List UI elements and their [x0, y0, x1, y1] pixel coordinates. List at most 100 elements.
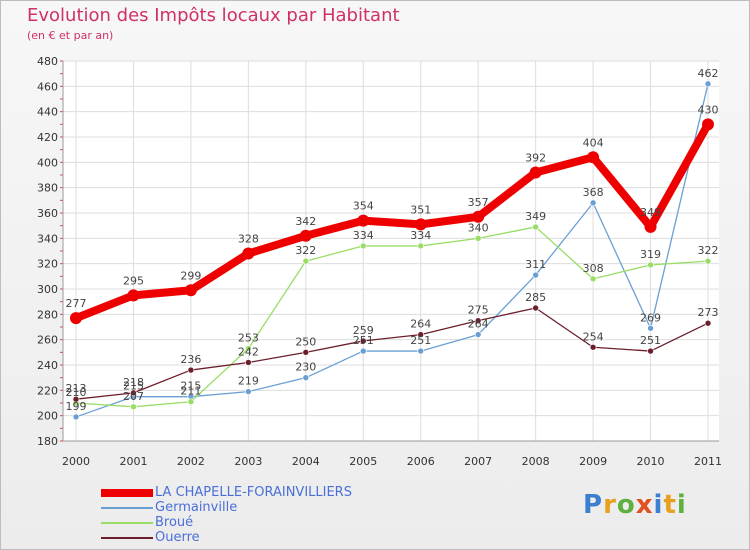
chart-subtitle: (en € et par an) [27, 29, 114, 42]
legend-label: LA CHAPELLE-FORAINVILLIERS [155, 485, 352, 500]
data-point [472, 210, 485, 223]
data-label: 211 [180, 385, 201, 398]
x-tick-label: 2005 [349, 455, 377, 468]
x-tick-label: 2008 [522, 455, 550, 468]
data-point [704, 257, 712, 265]
data-point [647, 324, 654, 332]
data-label: 342 [295, 215, 316, 228]
data-label: 357 [468, 196, 489, 209]
data-point [245, 388, 252, 395]
data-label: 295 [123, 274, 144, 287]
data-point [532, 223, 539, 231]
plot-area [63, 61, 719, 441]
data-point [474, 317, 482, 324]
data-label: 285 [525, 291, 546, 304]
data-point [299, 229, 312, 242]
data-label: 251 [640, 334, 661, 347]
logo-letter: P [583, 490, 604, 520]
x-tick-label: 2011 [694, 455, 722, 468]
data-label: 308 [583, 262, 604, 275]
data-point [532, 271, 539, 279]
x-tick-label: 2009 [579, 455, 607, 468]
series-line [75, 307, 709, 400]
data-point [529, 166, 542, 179]
x-tick-label: 2002 [177, 455, 205, 468]
data-label: 219 [238, 375, 259, 388]
data-label: 277 [66, 297, 87, 310]
data-point [359, 347, 367, 355]
y-tick-label: 460 [37, 80, 58, 93]
data-label: 349 [640, 206, 661, 219]
logo-letter: t [663, 490, 677, 520]
data-point [474, 331, 482, 338]
series-line [75, 83, 709, 418]
data-point [130, 389, 137, 397]
data-label: 273 [698, 306, 719, 319]
chart-title: Evolution des Impôts locaux par Habitant [27, 5, 400, 26]
data-label: 322 [698, 244, 719, 257]
data-point [72, 395, 80, 403]
x-tick-label: 2006 [407, 455, 435, 468]
data-point [242, 247, 255, 260]
data-label: 215 [180, 380, 201, 393]
data-point [302, 349, 310, 356]
x-tick-label: 2001 [119, 455, 147, 468]
data-point [127, 289, 140, 302]
y-tick-label: 420 [37, 131, 58, 144]
data-point [532, 304, 539, 312]
data-point [245, 359, 252, 366]
data-label: 251 [353, 334, 374, 347]
legend-label: Ouerre [155, 530, 200, 545]
data-label: 269 [640, 311, 661, 324]
data-label: 250 [295, 335, 316, 348]
data-point [647, 347, 654, 355]
data-point [417, 331, 425, 338]
data-label: 319 [640, 248, 661, 261]
data-label: 334 [353, 229, 374, 242]
data-point [357, 214, 370, 227]
data-point [702, 118, 714, 131]
data-label: 259 [353, 324, 374, 337]
y-tick-label: 220 [37, 384, 58, 397]
y-tick-label: 380 [37, 182, 58, 195]
data-point [587, 151, 600, 164]
legend-swatch [101, 536, 153, 539]
logo-letter: x [635, 490, 654, 520]
data-point [302, 374, 310, 381]
logo-letter: i [653, 490, 664, 520]
data-label: 322 [295, 244, 316, 257]
y-tick-label: 280 [37, 308, 58, 321]
data-label: 351 [410, 203, 431, 216]
logo-letter: r [603, 490, 617, 520]
data-label: 392 [525, 151, 546, 164]
y-tick-label: 400 [37, 156, 58, 169]
data-label: 328 [238, 233, 259, 246]
data-label: 275 [468, 304, 489, 317]
legend-swatch [101, 521, 153, 524]
data-point [130, 403, 137, 411]
y-tick-label: 480 [37, 55, 58, 68]
data-point [589, 199, 597, 207]
data-label: 236 [180, 353, 201, 366]
data-label: 404 [583, 136, 604, 149]
y-tick-label: 180 [37, 435, 58, 448]
y-tick-label: 320 [37, 258, 58, 271]
data-label: 207 [123, 390, 144, 403]
data-point [644, 220, 657, 233]
data-label: 264 [468, 318, 489, 331]
data-point [704, 80, 712, 88]
legend-swatch [101, 506, 153, 509]
data-point [417, 242, 425, 250]
series-line [75, 226, 709, 408]
legend-label: Germainville [155, 500, 238, 515]
y-tick-label: 360 [37, 207, 58, 220]
data-point [704, 319, 712, 327]
legend-label: Broué [155, 515, 194, 530]
data-point [70, 312, 82, 325]
y-tick-label: 300 [37, 283, 58, 296]
data-point [187, 366, 195, 374]
data-point [359, 242, 367, 250]
data-label: 213 [66, 382, 87, 395]
data-point [72, 413, 80, 421]
